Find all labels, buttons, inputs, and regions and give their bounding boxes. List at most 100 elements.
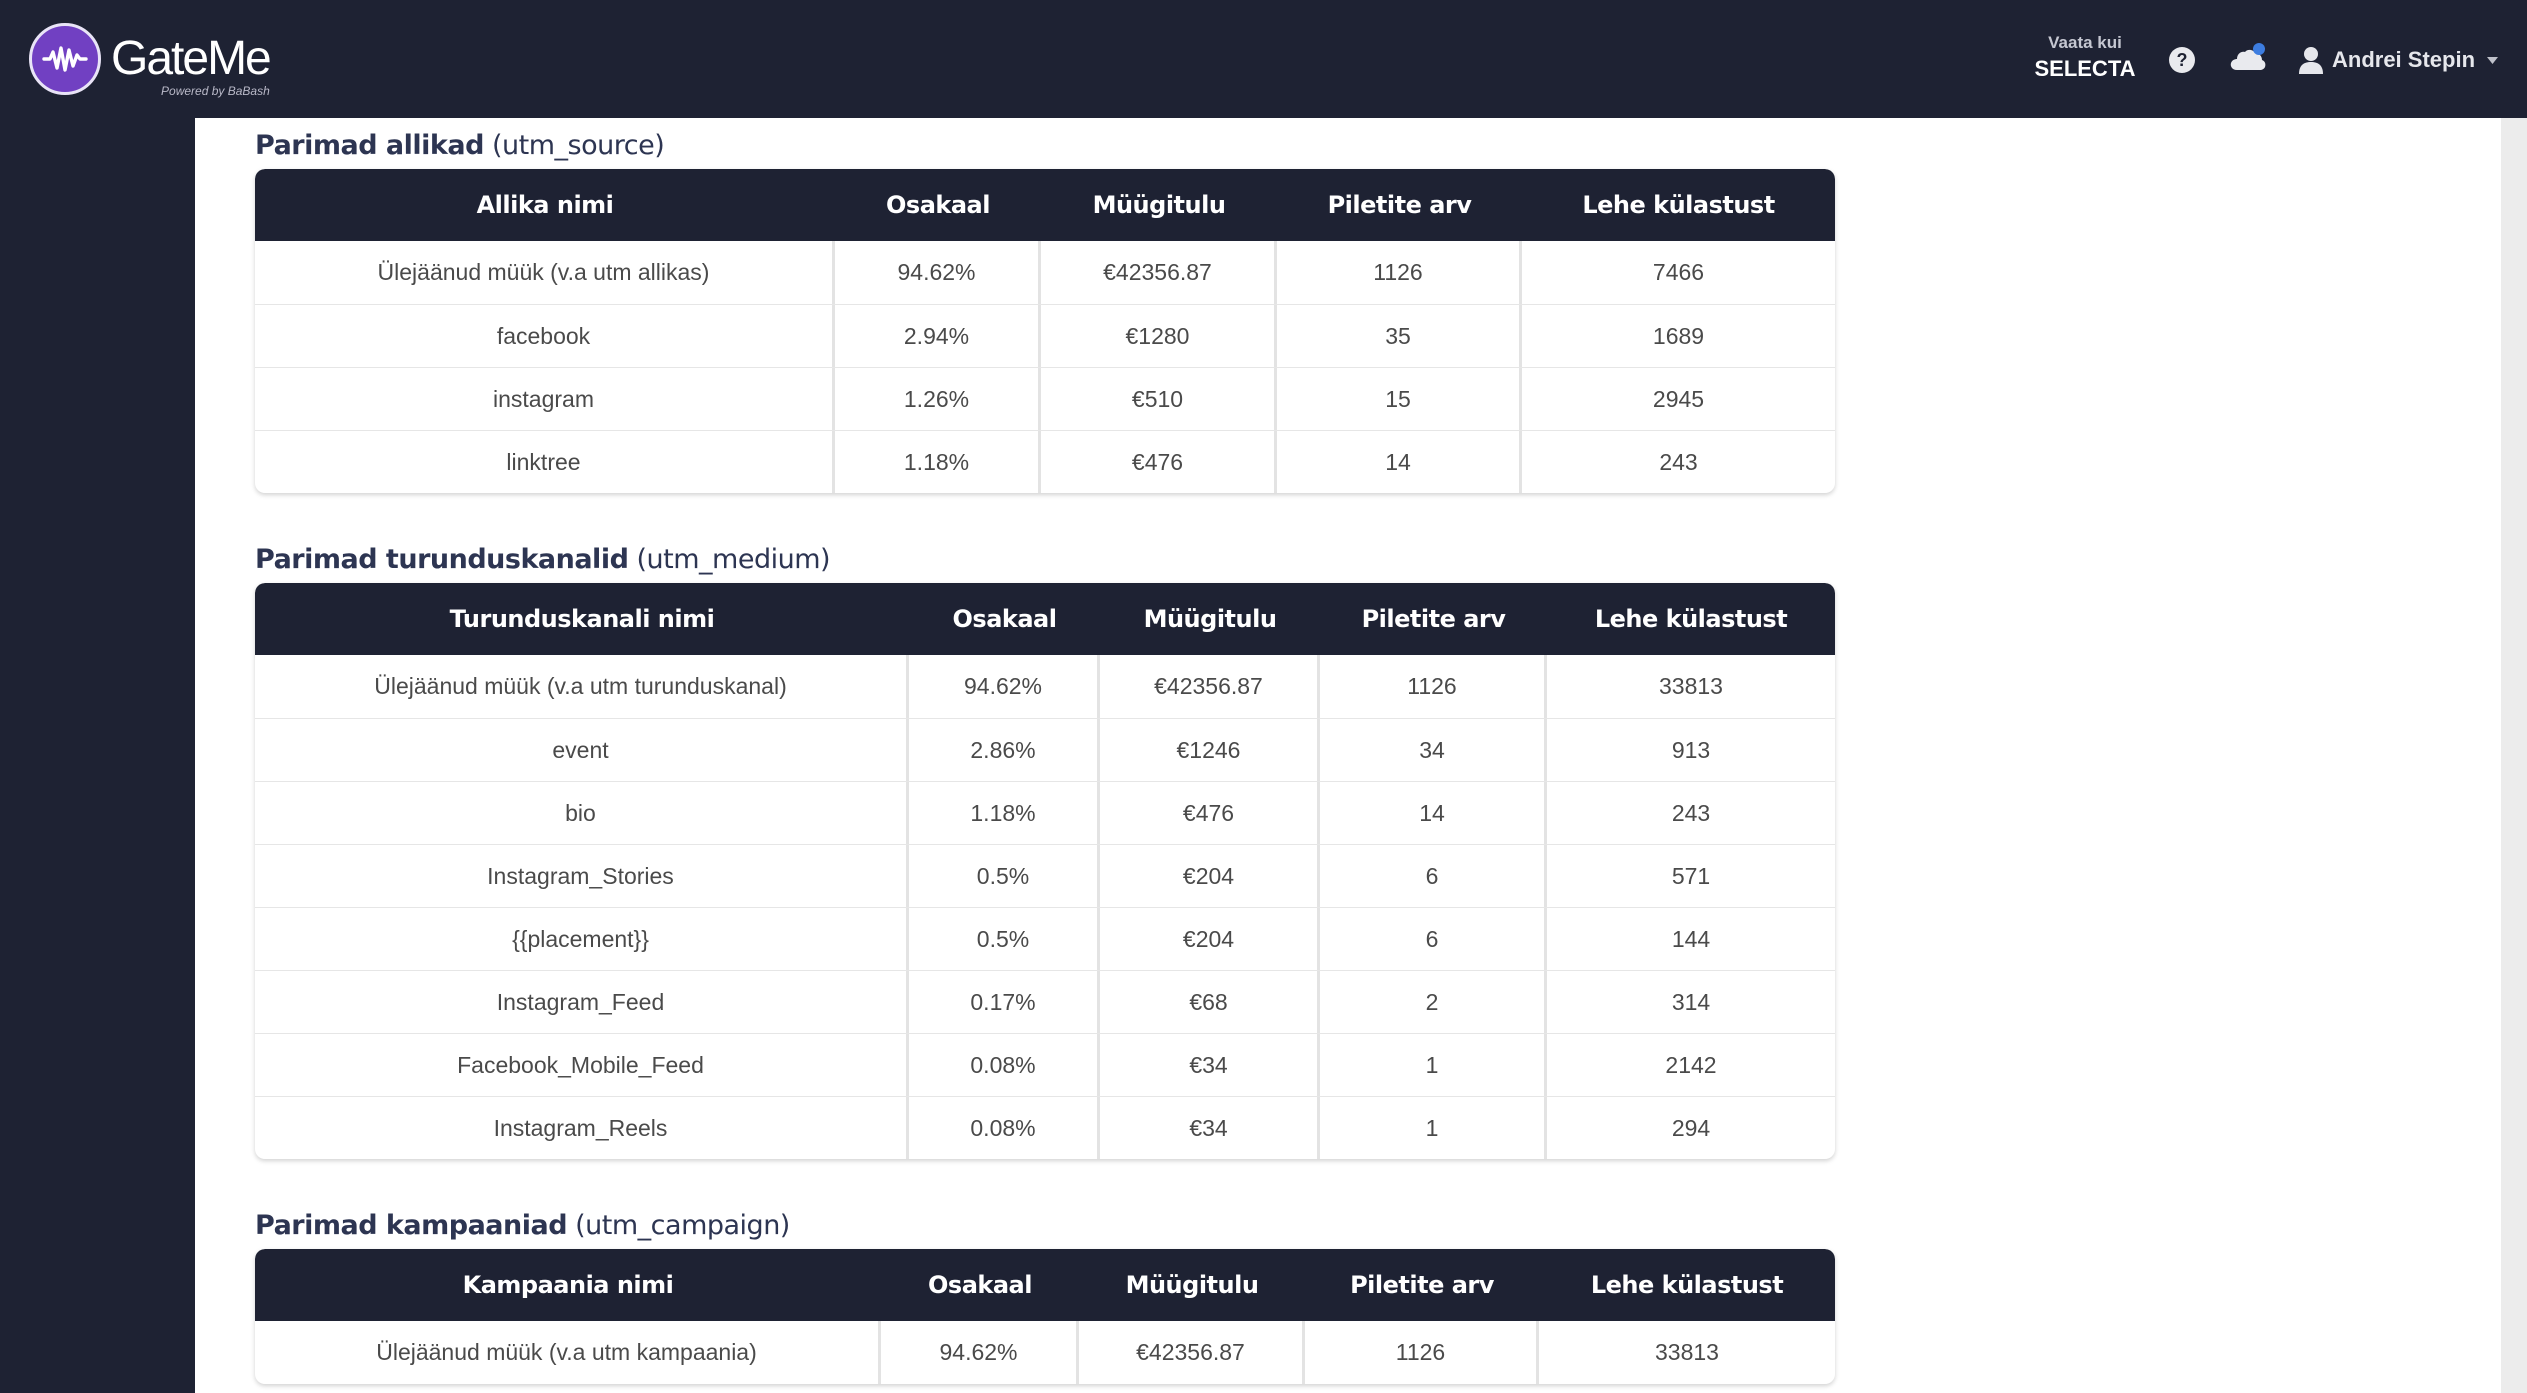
table-cell: €204 <box>1100 908 1320 970</box>
column-header[interactable]: Osakaal <box>952 605 1057 633</box>
table-cell: 1689 <box>1652 322 1705 349</box>
table-cell: 571 <box>1671 862 1711 889</box>
gateme-logo[interactable]: GateMe Powered by BaBash <box>29 23 272 98</box>
table-cell: 94.62% <box>909 655 1100 718</box>
view-as-value: SELECTA <box>2034 56 2136 81</box>
column-header[interactable]: Kampaania nimi <box>462 1271 674 1299</box>
table-body: Ülejäänud müük (v.a utm kampaania) 94.62%… <box>255 1321 1835 1384</box>
table-cell: €68 <box>1100 971 1320 1033</box>
table-cell: 94.62% <box>835 241 1041 304</box>
table-cell: 6 <box>1320 845 1547 907</box>
table-cell: 294 <box>1671 1114 1711 1141</box>
logo-subtitle: Powered by BaBash <box>161 84 270 98</box>
table-cell: 2 <box>1320 971 1547 1033</box>
column-header[interactable]: Müügitulu <box>1125 1271 1259 1299</box>
table-body: Ülejäänud müük (v.a utm turunduskanal) 94… <box>255 655 1835 1159</box>
column-header[interactable]: Lehe külastust <box>1594 605 1788 633</box>
section-utm-source: Parimad allikad (utm_source) Allika nimi… <box>255 126 1835 493</box>
cloud-icon[interactable] <box>2229 42 2267 74</box>
column-header[interactable]: Piletite arv <box>1361 605 1506 633</box>
utm-medium-table: Turunduskanali nimi Osakaal Müügitulu Pilet… <box>255 583 1835 1159</box>
column-header[interactable]: Müügitulu <box>1143 605 1277 633</box>
section-title: Parimad allikad (utm_source) <box>255 126 1835 166</box>
table-cell: 0.17% <box>909 971 1100 1033</box>
table-body: Ülejäänud müük (v.a utm allikas) 94.62% €4… <box>255 241 1835 493</box>
view-as-selector[interactable]: Vaata kui SELECTA <box>2022 33 2148 82</box>
utm-campaign-table: Kampaania nimi Osakaal Müügitulu Piletite a… <box>255 1249 1835 1384</box>
table-cell: €1280 <box>1041 305 1277 367</box>
sidebar <box>0 118 195 1393</box>
table-cell: €476 <box>1041 431 1277 493</box>
column-header[interactable]: Turunduskanali nimi <box>449 605 715 633</box>
table-cell: Ülejäänud müük (v.a utm allikas) <box>255 241 835 304</box>
column-header[interactable]: Piletite arv <box>1327 191 1472 219</box>
table-cell: 2945 <box>1652 385 1705 412</box>
table-row: linktree 1.18% €476 14 243 <box>255 430 1835 493</box>
table-cell: 913 <box>1671 736 1711 763</box>
section-title-suffix: (utm_campaign) <box>575 1210 790 1241</box>
column-header[interactable]: Osakaal <box>928 1271 1032 1299</box>
table-cell: facebook <box>255 305 835 367</box>
table-cell: 14 <box>1320 782 1547 844</box>
column-header[interactable]: Osakaal <box>886 191 990 219</box>
svg-text:?: ? <box>2177 50 2188 70</box>
table-row: instagram 1.26% €510 15 2945 <box>255 367 1835 430</box>
table-cell: 2142 <box>1665 1051 1717 1078</box>
table-cell: 144 <box>1671 925 1711 952</box>
table-row: event 2.86% €1246 34 913 <box>255 718 1835 781</box>
table-cell: 34 <box>1320 719 1547 781</box>
table-cell: 33813 <box>1655 1339 1719 1365</box>
user-menu[interactable]: Andrei Stepin <box>2298 46 2499 74</box>
table-cell: €204 <box>1100 845 1320 907</box>
caret-down-icon <box>2487 56 2499 64</box>
column-header[interactable]: Lehe külastust <box>1582 191 1775 219</box>
top-navbar: GateMe Powered by BaBash Vaata kui SELEC… <box>0 0 2527 118</box>
table-cell: Facebook_Mobile_Feed <box>255 1034 909 1096</box>
section-title-suffix: (utm_medium) <box>636 544 831 575</box>
help-icon[interactable]: ? <box>2168 46 2196 74</box>
table-cell: 1.26% <box>835 368 1041 430</box>
table-cell: Ülejäänud müük (v.a utm turunduskanal) <box>255 655 909 718</box>
table-row: bio 1.18% €476 14 243 <box>255 781 1835 844</box>
column-header[interactable]: Allika nimi <box>476 191 614 219</box>
table-cell: 243 <box>1659 448 1698 475</box>
table-row: Instagram_Stories 0.5% €204 6 571 <box>255 844 1835 907</box>
table-cell: 0.5% <box>909 845 1100 907</box>
table-row: Ülejäänud müük (v.a utm turunduskanal) 94… <box>255 655 1835 718</box>
section-utm-campaign: Parimad kampaaniad (utm_campaign) Kampaa… <box>255 1206 1835 1384</box>
table-cell: €34 <box>1100 1034 1320 1096</box>
table-row: facebook 2.94% €1280 35 1689 <box>255 304 1835 367</box>
table-cell: Instagram_Stories <box>255 845 909 907</box>
table-cell: 33813 <box>1659 673 1723 699</box>
table-cell: 0.5% <box>909 908 1100 970</box>
table-cell: €42356.87 <box>1079 1321 1305 1384</box>
table-cell: €34 <box>1100 1097 1320 1159</box>
table-cell: bio <box>255 782 909 844</box>
table-header: Kampaania nimi Osakaal Müügitulu Piletite a… <box>255 1249 1835 1321</box>
column-header[interactable]: Lehe külastust <box>1590 1271 1784 1299</box>
table-cell: 1126 <box>1305 1321 1539 1384</box>
table-cell: 2.94% <box>835 305 1041 367</box>
section-title-bold: Parimad allikad <box>255 130 484 161</box>
section-title-bold: Parimad turunduskanalid <box>255 544 629 575</box>
table-cell: {{placement}} <box>255 908 909 970</box>
section-title-suffix: (utm_source) <box>492 130 665 161</box>
table-cell: 1126 <box>1277 241 1522 304</box>
table-cell: instagram <box>255 368 835 430</box>
column-header[interactable]: Müügitulu <box>1092 191 1226 219</box>
table-header: Turunduskanali nimi Osakaal Müügitulu Pilet… <box>255 583 1835 655</box>
section-title: Parimad turunduskanalid (utm_medium) <box>255 540 1835 580</box>
user-name: Andrei Stepin <box>2332 47 2476 72</box>
table-cell: 7466 <box>1652 259 1705 285</box>
table-cell: 243 <box>1671 799 1711 826</box>
table-cell: event <box>255 719 909 781</box>
table-cell: 15 <box>1277 368 1522 430</box>
table-cell: 1 <box>1320 1034 1547 1096</box>
view-as-label: Vaata kui <box>2048 33 2122 52</box>
logo-wave-icon <box>29 23 101 95</box>
table-row: Ülejäänud müük (v.a utm allikas) 94.62% €4… <box>255 241 1835 304</box>
table-cell: 35 <box>1277 305 1522 367</box>
table-cell: Instagram_Feed <box>255 971 909 1033</box>
column-header[interactable]: Piletite arv <box>1350 1271 1494 1299</box>
table-cell: 2.86% <box>909 719 1100 781</box>
